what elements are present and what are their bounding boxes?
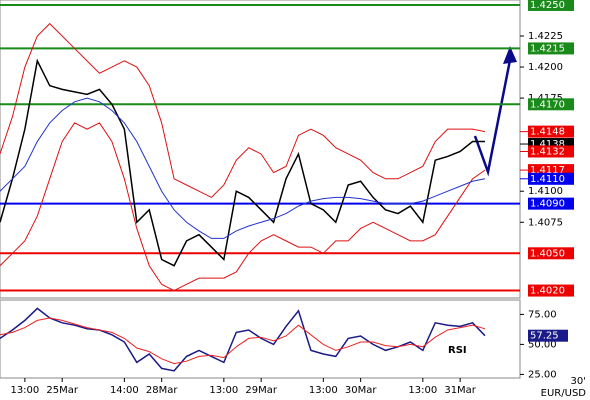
level-label: 1.4170 [530,99,565,110]
x-tick-label: 14:00 [110,385,139,396]
x-tick-label: 30Mar [345,385,377,396]
marker-label: 1.4148 [530,127,565,138]
timeframe: 30' [571,376,586,387]
series-line [0,58,485,267]
series-line [0,97,486,239]
x-tick-label: 13:00 [408,385,437,396]
level-box [528,284,574,297]
rsi-panel [0,299,521,379]
x-tick-label: 29Mar [245,385,277,396]
marker-box [528,172,574,185]
value-box [528,329,568,342]
x-tick-label: 13:00 [209,385,238,396]
price-panel [0,0,521,299]
series-line [0,307,486,372]
y-tick-label: 25.00 [528,369,557,380]
marker-label: 1.4117 [530,165,565,176]
level-box [528,197,574,210]
y-tick-label: 1.4225 [528,31,563,42]
marker-label: 1.4132 [530,146,565,157]
level-label: 1.4020 [530,286,565,297]
series-line [0,22,486,199]
forecast-arrow [473,59,512,177]
marker-box [528,125,574,138]
arrow-head [503,46,517,64]
marker-box [528,145,574,158]
series-line [0,122,486,292]
rsi-label: RSI [448,345,467,356]
level-label: 1.4215 [530,43,565,54]
x-tick-label: 31Mar [444,385,476,396]
value-label: 57.25 [530,331,559,342]
level-box [528,247,574,260]
level-label: 1.4250 [530,0,565,11]
level-label: 1.4090 [530,199,565,210]
y-tick-label: 1.4075 [528,217,563,228]
y-tick-label: 75.00 [528,309,557,320]
y-tick-label: 50.00 [528,339,557,350]
level-box [528,98,574,111]
symbol: EUR/USD [541,388,587,399]
level-label: 1.4050 [530,248,565,259]
x-tick-label: 13:00 [309,385,338,396]
level-box [528,42,574,55]
marker-label: 1.4110 [530,174,565,185]
y-tick-label: 1.4100 [528,186,563,197]
marker-label: 1.4138 [530,139,565,150]
x-tick-label: 13:00 [10,385,39,396]
y-tick-label: 1.4200 [528,62,563,73]
x-tick-label: 28Mar [146,385,178,396]
x-tick-label: 25Mar [46,385,78,396]
level-box [528,0,574,11]
series-line [0,317,486,365]
